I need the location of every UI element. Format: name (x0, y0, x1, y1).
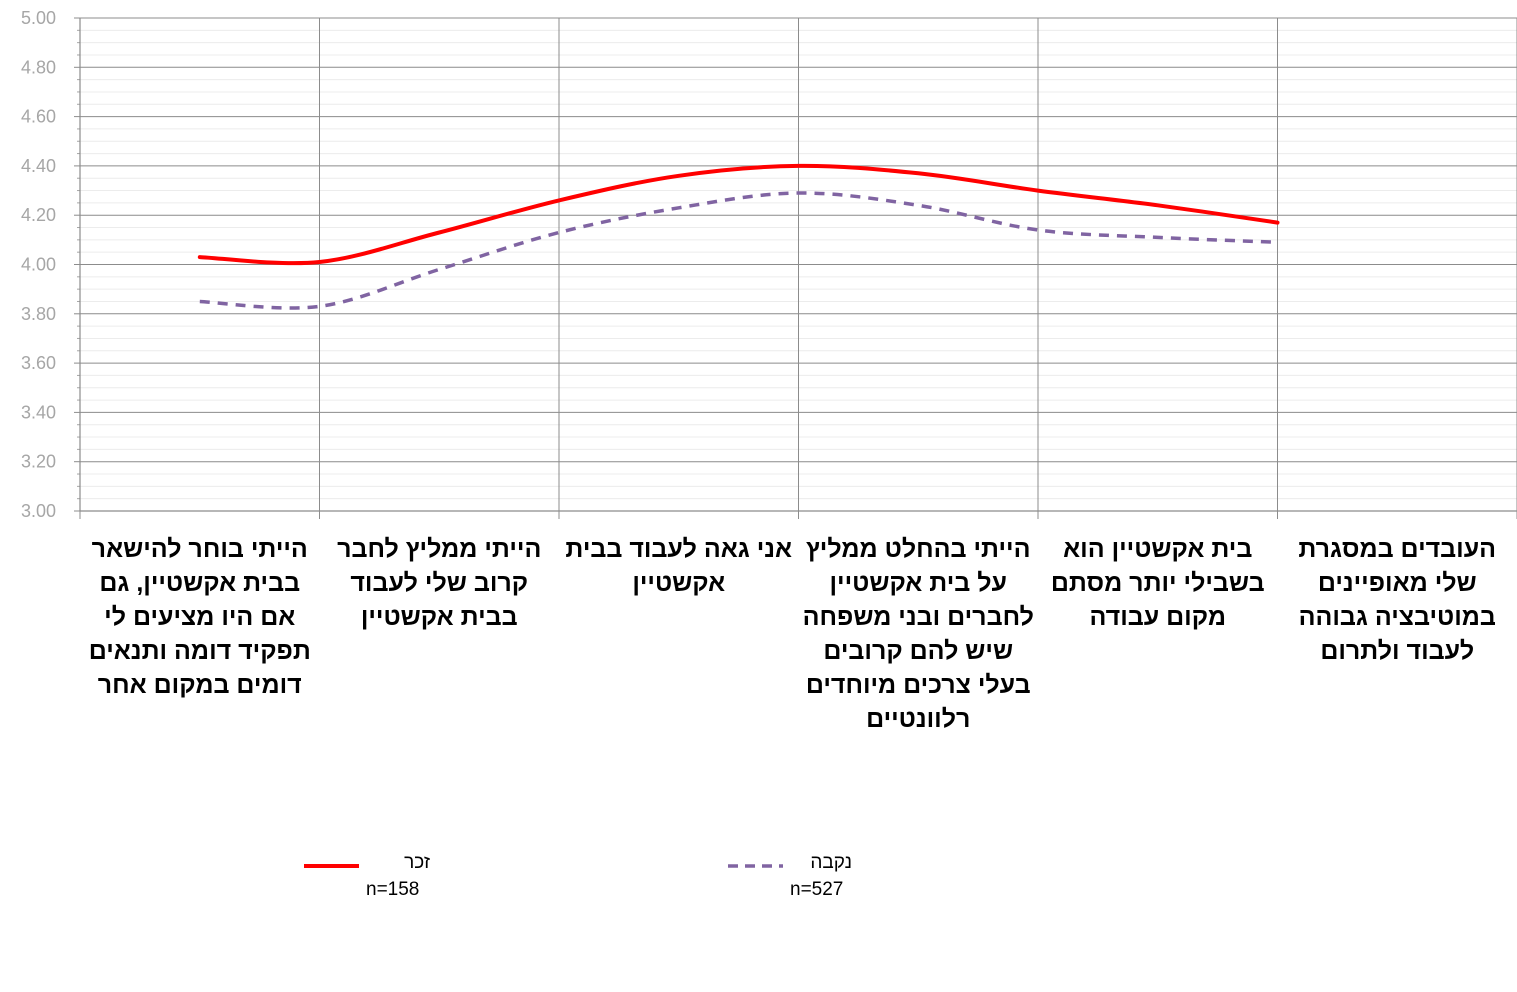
y-tick-label: 3.00 (21, 501, 56, 521)
y-tick-label: 4.40 (21, 156, 56, 176)
legend-item-male: זכר n=158 (300, 852, 440, 912)
category-label-4: הייתי בהחלט ממליץ על בית אקשטיין לחברים … (802, 535, 1034, 733)
category-label-5: בית אקשטיין הוא בשבילי יותר מסתם מקום עב… (1050, 535, 1265, 631)
legend-n-female: n=527 (790, 879, 844, 900)
y-tick-labels: 3.00 3.20 3.40 3.60 3.80 4.00 4.20 4.40 4.60 4.80… (21, 8, 56, 521)
legend-n-male: n=158 (366, 879, 420, 900)
y-tick-label: 4.20 (21, 205, 56, 225)
category-label-2: הייתי ממליץ לחבר קרוב שלי לעבוד בבית אקש… (337, 535, 542, 631)
y-tick-label: 4.00 (21, 255, 56, 275)
y-tick-label: 3.60 (21, 353, 56, 373)
series-line-female (199, 191, 1278, 310)
y-tick-label: 3.40 (21, 402, 56, 422)
series-line-male (197, 163, 1280, 266)
legend-label-male: זכר (404, 852, 430, 873)
category-label-6: העובדים במסגרת שלי מאופיינים במוטיבציה ג… (1298, 535, 1497, 665)
y-tick-label: 4.80 (21, 57, 56, 77)
vertical-gridlines (319, 18, 1517, 511)
category-label-1: הייתי בוחר להישאר בבית אקשטיין, גם אם הי… (88, 535, 311, 699)
category-label-3: אני גאה לעבוד בבית אקשטיין (565, 535, 793, 597)
y-tick-label: 3.20 (21, 452, 56, 472)
axes (74, 17, 1517, 519)
y-tick-label: 5.00 (21, 8, 56, 28)
legend-label-female: נקבה (810, 852, 852, 873)
legend-item-female: נקבה n=527 (724, 852, 864, 912)
y-tick-label: 4.60 (21, 107, 56, 127)
series-lines (197, 163, 1280, 310)
y-tick-label: 3.80 (21, 304, 56, 324)
